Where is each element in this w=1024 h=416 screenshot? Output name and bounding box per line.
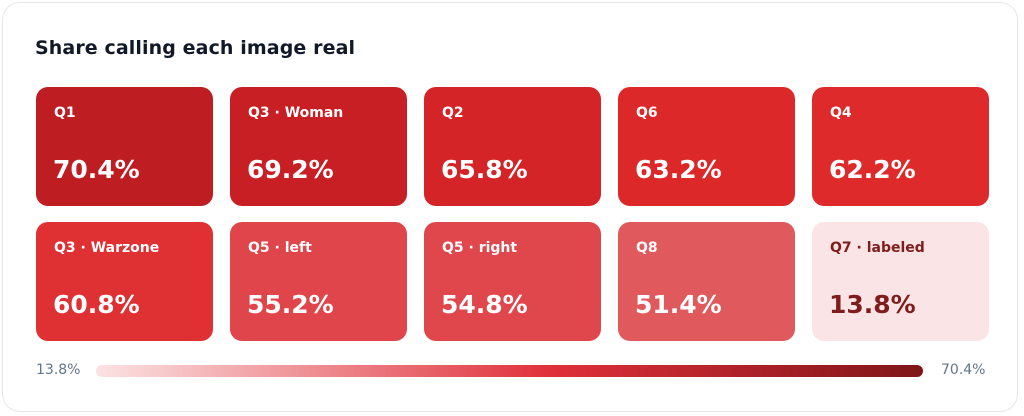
tile-value: 55.2% — [247, 290, 334, 319]
tile-label: Q4 — [830, 105, 852, 121]
tile-label: Q3 · Warzone — [54, 240, 160, 256]
heatmap-tile: Q1 70.4% — [36, 87, 213, 206]
heatmap-tile: Q7 · labeled 13.8% — [812, 222, 989, 341]
legend-max-label: 70.4% — [941, 362, 986, 378]
heatmap-tile: Q5 · right 54.8% — [424, 222, 601, 341]
legend-min-label: 13.8% — [36, 362, 81, 378]
chart-card — [2, 2, 1018, 412]
heatmap-tile: Q2 65.8% — [424, 87, 601, 206]
tile-label: Q8 — [636, 240, 658, 256]
heatmap-tile: Q3 · Warzone 60.8% — [36, 222, 213, 341]
heatmap-grid: Q1 70.4% Q3 · Woman 69.2% Q2 65.8% Q6 63.2% Q4 62… — [36, 87, 989, 341]
tile-value: 65.8% — [441, 155, 528, 184]
chart-title: Share calling each image real — [35, 37, 356, 59]
tile-value: 60.8% — [53, 290, 140, 319]
tile-label: Q3 · Woman — [248, 105, 344, 121]
tile-value: 54.8% — [441, 290, 528, 319]
tile-label: Q5 · left — [248, 240, 312, 256]
tile-value: 51.4% — [635, 290, 722, 319]
heatmap-tile: Q6 63.2% — [618, 87, 795, 206]
legend-color-scale — [96, 365, 923, 377]
tile-value: 13.8% — [829, 290, 916, 319]
tile-value: 70.4% — [53, 155, 140, 184]
tile-value: 69.2% — [247, 155, 334, 184]
tile-value: 62.2% — [829, 155, 916, 184]
tile-label: Q7 · labeled — [830, 240, 925, 256]
heatmap-tile: Q3 · Woman 69.2% — [230, 87, 407, 206]
heatmap-tile: Q4 62.2% — [812, 87, 989, 206]
heatmap-tile: Q5 · left 55.2% — [230, 222, 407, 341]
tile-label: Q6 — [636, 105, 658, 121]
tile-label: Q5 · right — [442, 240, 518, 256]
tile-label: Q1 — [54, 105, 76, 121]
tile-label: Q2 — [442, 105, 464, 121]
heatmap-tile: Q8 51.4% — [618, 222, 795, 341]
tile-value: 63.2% — [635, 155, 722, 184]
